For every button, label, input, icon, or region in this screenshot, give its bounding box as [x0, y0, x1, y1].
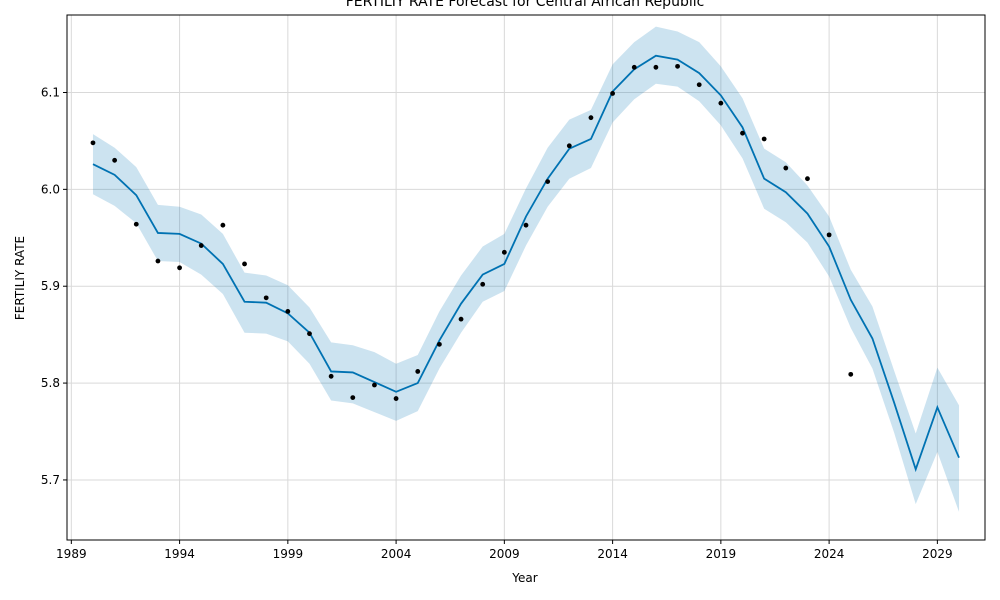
observed-point	[393, 396, 399, 401]
forecast-line	[92, 54, 960, 473]
x-tick-label: 1989	[56, 547, 87, 561]
observed-point	[631, 64, 637, 70]
plot-area	[66, 14, 986, 541]
observed-point	[848, 371, 854, 377]
observed-point	[826, 232, 832, 238]
observed-point	[523, 222, 529, 228]
observed-point	[740, 130, 745, 136]
observed-point	[263, 295, 269, 301]
observed-point	[437, 341, 442, 347]
x-tick-label: 2019	[706, 547, 737, 561]
y-tick-label: 6.0	[41, 182, 60, 196]
observed-point	[242, 261, 247, 267]
x-tick-label: 2014	[597, 547, 628, 561]
observed-point	[718, 100, 724, 106]
observed-points	[90, 63, 854, 401]
x-tick-label: 2024	[814, 547, 845, 561]
observed-point	[90, 140, 96, 146]
chart-title: FERTILIY RATE Forecast for Central Afric…	[346, 0, 705, 10]
observed-point	[458, 316, 464, 322]
observed-point	[133, 221, 139, 227]
observed-point	[588, 115, 594, 121]
observed-point	[350, 395, 356, 401]
uncertainty-interval-band	[92, 26, 960, 512]
x-tick-label: 2004	[381, 547, 412, 561]
observed-point	[155, 258, 161, 264]
plot-frame	[66, 14, 986, 541]
grid-lines	[67, 15, 985, 540]
y-tick-label: 5.9	[41, 279, 60, 293]
y-tick-label: 5.8	[41, 376, 60, 390]
observed-point	[653, 64, 659, 70]
observed-point	[328, 373, 334, 379]
x-axis-ticks: 1989 1994 1999 2004 2009 2014 2019 2024 2029	[56, 540, 953, 561]
observed-point	[285, 309, 291, 314]
observed-point	[372, 382, 377, 388]
observed-point	[198, 243, 204, 248]
x-axis-label: Year	[511, 571, 537, 585]
x-tick-label: 1994	[164, 547, 195, 561]
observed-point	[415, 369, 421, 374]
y-tick-label: 5.7	[41, 473, 60, 487]
observed-point	[545, 179, 551, 185]
x-tick-label: 2029	[922, 547, 953, 561]
observed-point	[501, 249, 507, 255]
observed-point	[610, 91, 615, 96]
observed-point	[675, 63, 680, 69]
observed-point	[177, 265, 182, 271]
observed-point	[480, 281, 486, 287]
observed-point	[761, 136, 767, 142]
observed-point	[783, 165, 789, 171]
observed-point	[566, 143, 572, 149]
observed-point	[220, 222, 226, 228]
observed-point	[696, 82, 702, 88]
y-axis-label: FERTILIY RATE	[13, 236, 27, 320]
y-axis-ticks: 5.7 5.8 5.9 6.0 6.1	[41, 85, 67, 487]
observed-point	[307, 331, 312, 337]
y-tick-label: 6.1	[41, 85, 60, 99]
observed-point	[112, 157, 118, 163]
x-tick-label: 2009	[489, 547, 520, 561]
observed-point	[805, 176, 810, 182]
x-tick-label: 1999	[273, 547, 304, 561]
